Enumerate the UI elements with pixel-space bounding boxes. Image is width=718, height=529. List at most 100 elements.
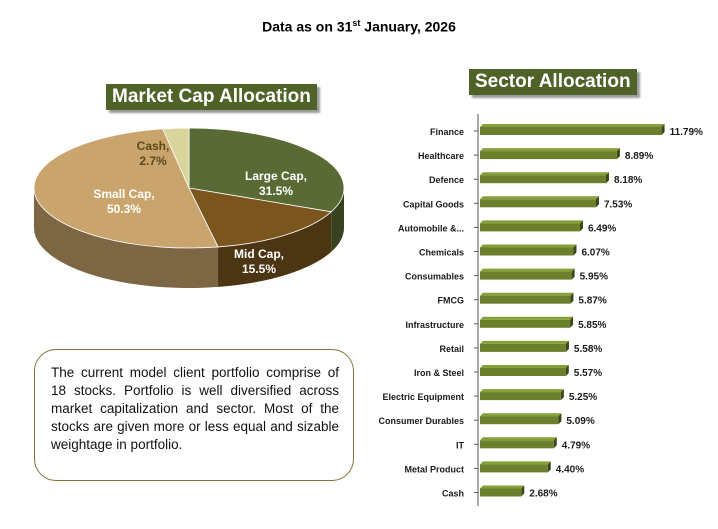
pie-label-large-cap: Large Cap, 31.5% [245,169,307,198]
bar-cash [480,488,522,497]
pie-side-small-cap [34,188,219,288]
pie-slice-mid-cap [188,187,333,248]
pie-side-large-cap [331,188,344,252]
bar-top-iron-steel [480,365,569,368]
bar-side-finance [661,124,665,135]
bar-side-retail [565,340,569,352]
bar-top-finance [480,124,665,127]
bar-value-label-defence: 8.18% [614,175,642,186]
header-prefix: Data as on 31 [262,18,353,35]
bar-top-infrastructure [480,316,574,320]
bar-healthcare [480,151,617,160]
report-date-header: Data as on 31st January, 2026 [0,18,718,35]
bar-category-label-defence: Defence [429,175,464,185]
bar-iron-steel [480,368,566,376]
bar-top-electric-equipment [480,389,564,393]
bar-side-consumables [571,268,575,280]
bar-value-label-electric-equipment: 5.25% [569,392,597,403]
sector-allocation-title: Sector Allocation [469,69,637,95]
bar-electric-equipment [480,392,561,401]
bar-side-metal-product [547,461,551,473]
bar-finance [480,127,662,135]
bar-category-label-chemicals: Chemicals [419,248,464,258]
bar-top-automobile [480,220,583,224]
bar-value-label-fmcg: 5.87% [578,296,606,307]
bar-top-metal-product [480,461,551,465]
bar-top-cash [480,485,525,489]
bar-top-consumables [480,268,575,272]
pie-label-cash: Cash, 2.7% [137,139,170,168]
bar-category-label-automobile: Automobile &... [398,223,464,233]
pie-slice-small-cap [33,128,219,249]
bar-defence [480,175,606,184]
bar-top-capital-goods [480,196,599,200]
bar-top-chemicals [480,244,577,248]
bar-top-healthcare [480,148,620,152]
bar-category-label-cash: Cash [442,489,464,499]
bar-category-label-finance: Finance [430,127,464,137]
bar-category-label-consumables: Consumables [405,272,464,282]
bar-consumer-durables [480,416,559,425]
bar-side-it [553,437,557,449]
bar-value-label-retail: 5.58% [574,344,602,355]
pie-label-mid-cap: Mid Cap, 15.5% [234,247,284,276]
bar-top-fmcg [480,292,574,296]
bar-capital-goods [480,199,596,208]
bar-side-fmcg [570,292,574,304]
bar-it [480,440,554,449]
bar-top-it [480,437,557,441]
bar-value-label-automobile: 6.49% [588,223,616,234]
pie-side-mid-cap [218,211,332,287]
bar-value-label-healthcare: 8.89% [625,151,653,162]
bar-metal-product [480,464,548,473]
header-suffix: January, 2026 [360,18,456,35]
bar-side-defence [605,172,609,184]
bar-category-label-it: IT [456,440,465,450]
bar-retail [480,343,566,352]
bar-side-capital-goods [595,196,599,208]
bar-side-automobile [579,220,583,232]
bar-side-consumer-durables [558,413,562,425]
bar-side-cash [521,485,525,497]
bar-value-label-iron-steel: 5.57% [574,368,602,379]
bar-chemicals [480,247,574,256]
bar-side-chemicals [573,244,577,256]
portfolio-description: The current model client portfolio compr… [34,349,354,481]
bar-value-label-infrastructure: 5.85% [578,320,606,331]
pie-slice-cash [162,127,190,189]
bar-value-label-capital-goods: 7.53% [604,199,632,210]
bar-category-label-fmcg: FMCG [438,296,465,306]
bar-value-label-consumer-durables: 5.09% [566,416,594,427]
pie-label-small-cap: Small Cap, 50.3% [93,187,154,216]
bar-side-healthcare [616,148,620,160]
market-cap-title: Market Cap Allocation [106,84,317,110]
bar-category-label-healthcare: Healthcare [418,151,464,161]
bar-category-label-metal-product: Metal Product [404,464,464,474]
bar-side-iron-steel [565,365,569,376]
bar-infrastructure [480,319,571,328]
bar-value-label-chemicals: 6.07% [581,248,609,259]
bar-top-retail [480,340,569,344]
market-cap-pie-chart: Large Cap, 31.5% Mid Cap, 15.5% Small Cap, 50… [33,127,345,288]
bar-value-label-consumables: 5.95% [580,272,608,283]
pie-slice-large-cap [188,127,345,213]
bar-category-label-infrastructure: Infrastructure [405,320,464,330]
bar-top-defence [480,172,609,176]
bar-side-infrastructure [570,316,574,328]
bar-side-electric-equipment [560,389,564,401]
bar-value-label-metal-product: 4.40% [556,464,584,475]
bar-category-label-electric-equipment: Electric Equipment [382,392,464,402]
bar-top-consumer-durables [480,413,562,417]
bar-fmcg [480,295,571,304]
bar-consumables [480,271,572,280]
bar-category-label-consumer-durables: Consumer Durables [378,416,464,426]
bar-automobile [480,223,580,232]
bar-category-label-retail: Retail [439,344,464,354]
bar-category-label-capital-goods: Capital Goods [403,199,464,209]
bar-value-label-it: 4.79% [562,440,590,451]
bar-category-label-iron-steel: Iron & Steel [414,368,464,378]
header-date-suffix: st [352,18,361,28]
bar-value-label-cash: 2.68% [529,489,557,500]
bar-value-label-finance: 11.79% [670,127,703,138]
